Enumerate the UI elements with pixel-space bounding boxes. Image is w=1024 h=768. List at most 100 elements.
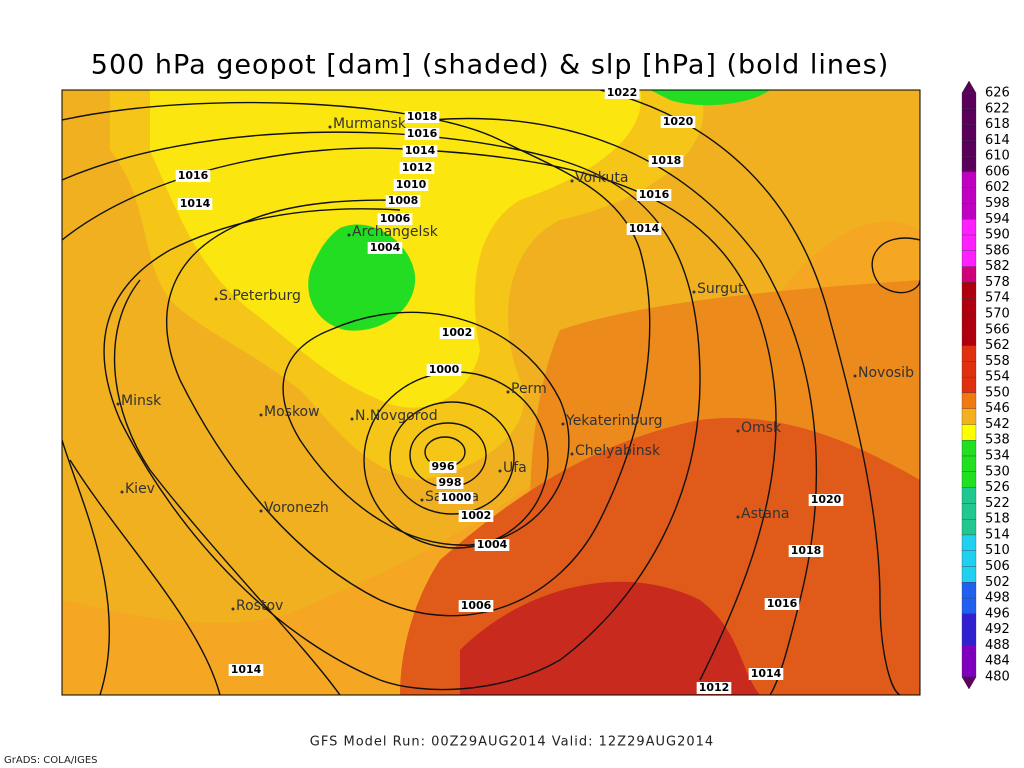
- city-marker: [120, 490, 124, 494]
- isobar-label: 1014: [405, 144, 436, 157]
- city-marker: [570, 452, 574, 456]
- isobar-label: 996: [432, 460, 455, 473]
- colorbar-swatch: [961, 440, 977, 457]
- colorbar-swatch: [961, 471, 977, 488]
- shading: [650, 90, 770, 106]
- city-marker: [328, 125, 332, 129]
- colorbar-swatch: [961, 187, 977, 204]
- credit: GrADS: COLA/IGES: [4, 755, 98, 766]
- isobar-label-bg: [438, 492, 474, 504]
- city-marker: [214, 297, 218, 301]
- colorbar-label: 534: [985, 449, 1010, 464]
- colorbar-swatch: [961, 566, 977, 583]
- isobar-label-bg: [175, 170, 211, 182]
- isobar-label-bg: [399, 162, 435, 174]
- isobar-label-bg: [404, 111, 440, 123]
- colorbar-swatch: [961, 661, 977, 678]
- isobar-label-bg: [404, 128, 440, 140]
- city-label: Rostov: [236, 598, 283, 614]
- isobar: [389, 401, 515, 515]
- isobar-label: 1000: [429, 363, 460, 376]
- colorbar-label: 496: [985, 606, 1010, 621]
- city-marker: [259, 413, 263, 417]
- isobar-label-bg: [377, 213, 413, 225]
- city-marker: [561, 422, 565, 426]
- colorbar-label: 518: [985, 512, 1010, 527]
- isobar-label-bg: [788, 545, 824, 557]
- isobar-label: 1018: [791, 544, 822, 557]
- isobar-label: 1012: [402, 161, 433, 174]
- colorbar-label: 574: [985, 291, 1010, 306]
- city-label: Archangelsk: [352, 224, 439, 240]
- colorbar-swatch: [961, 171, 977, 188]
- isobar: [62, 439, 111, 695]
- city-marker: [420, 498, 424, 502]
- city-marker: [350, 417, 354, 421]
- isobar-label: 1006: [461, 599, 492, 612]
- colorbar-label: 594: [985, 212, 1010, 227]
- colorbar-label: 554: [985, 370, 1010, 385]
- colorbar-label: 562: [985, 338, 1010, 353]
- isobar-label-bg: [439, 327, 475, 339]
- isobar-label-bg: [367, 242, 403, 254]
- city-label: Omsk: [741, 420, 782, 436]
- isobar-label: 1014: [751, 667, 782, 680]
- colorbar-swatch: [961, 155, 977, 173]
- colorbar-label: 510: [985, 543, 1010, 558]
- isobar-label: 1000: [441, 491, 472, 504]
- isobar-label: 1006: [380, 212, 411, 225]
- isobar-label: 1008: [388, 194, 419, 207]
- city-marker: [498, 469, 502, 473]
- colorbar-swatch: [961, 124, 977, 141]
- isobar-label: 1016: [639, 188, 670, 201]
- colorbar-label: 488: [985, 638, 1010, 653]
- colorbar-swatch: [961, 582, 977, 599]
- city-marker: [259, 509, 263, 513]
- city-label: Minsk: [121, 393, 162, 409]
- colorbar-swatch: [961, 455, 977, 472]
- colorbar-swatch: [961, 282, 977, 299]
- isobar-label-bg: [458, 600, 494, 612]
- colorbar-label: 590: [985, 228, 1010, 243]
- isobar-label: 1020: [663, 115, 694, 128]
- isobar-label-bg: [808, 494, 844, 506]
- colorbar-swatch: [961, 487, 977, 504]
- colorbar-label: 618: [985, 117, 1010, 132]
- colorbar-label: 566: [985, 322, 1010, 337]
- city-label: Murmansk: [333, 116, 407, 132]
- isobar-label-bg: [604, 87, 640, 99]
- city-marker: [570, 179, 574, 183]
- isobar-label-bg: [660, 116, 696, 128]
- city-label: Ufa: [503, 460, 527, 476]
- colorbar-cap: [961, 676, 977, 690]
- colorbar-swatch: [961, 313, 977, 330]
- colorbar-swatch: [961, 550, 977, 567]
- colorbar-label: 570: [985, 306, 1010, 321]
- isobar-label: 1022: [607, 86, 638, 99]
- colorbar-swatch: [961, 534, 977, 551]
- isobar-label-bg: [636, 189, 672, 201]
- isobar-label: 1018: [407, 110, 438, 123]
- isobar-label-bg: [385, 195, 421, 207]
- isobar-label: 1016: [767, 597, 798, 610]
- colorbar-swatch: [961, 408, 977, 425]
- isobar-label: 1016: [178, 169, 209, 182]
- colorbar-label: 526: [985, 480, 1010, 495]
- isobar-label-bg: [429, 461, 457, 473]
- city-marker: [736, 515, 740, 519]
- colorbar-label: 502: [985, 575, 1010, 590]
- colorbar-label: 484: [985, 654, 1010, 669]
- city-marker: [736, 429, 740, 433]
- colorbar-label: 582: [985, 259, 1010, 274]
- colorbar-label: 514: [985, 527, 1010, 542]
- map-title: 500 hPa geopot [dam] (shaded) & slp [hPa…: [91, 50, 889, 81]
- colorbar-swatch: [961, 266, 977, 283]
- colorbar-label: 550: [985, 385, 1010, 400]
- colorbar-cap: [961, 80, 977, 94]
- isobar-label: 1014: [629, 222, 660, 235]
- shading: [460, 581, 760, 695]
- city-label: Novosib: [858, 365, 914, 381]
- colorbar-swatch: [961, 92, 977, 109]
- isobar: [62, 131, 701, 691]
- colorbar-label: 538: [985, 433, 1010, 448]
